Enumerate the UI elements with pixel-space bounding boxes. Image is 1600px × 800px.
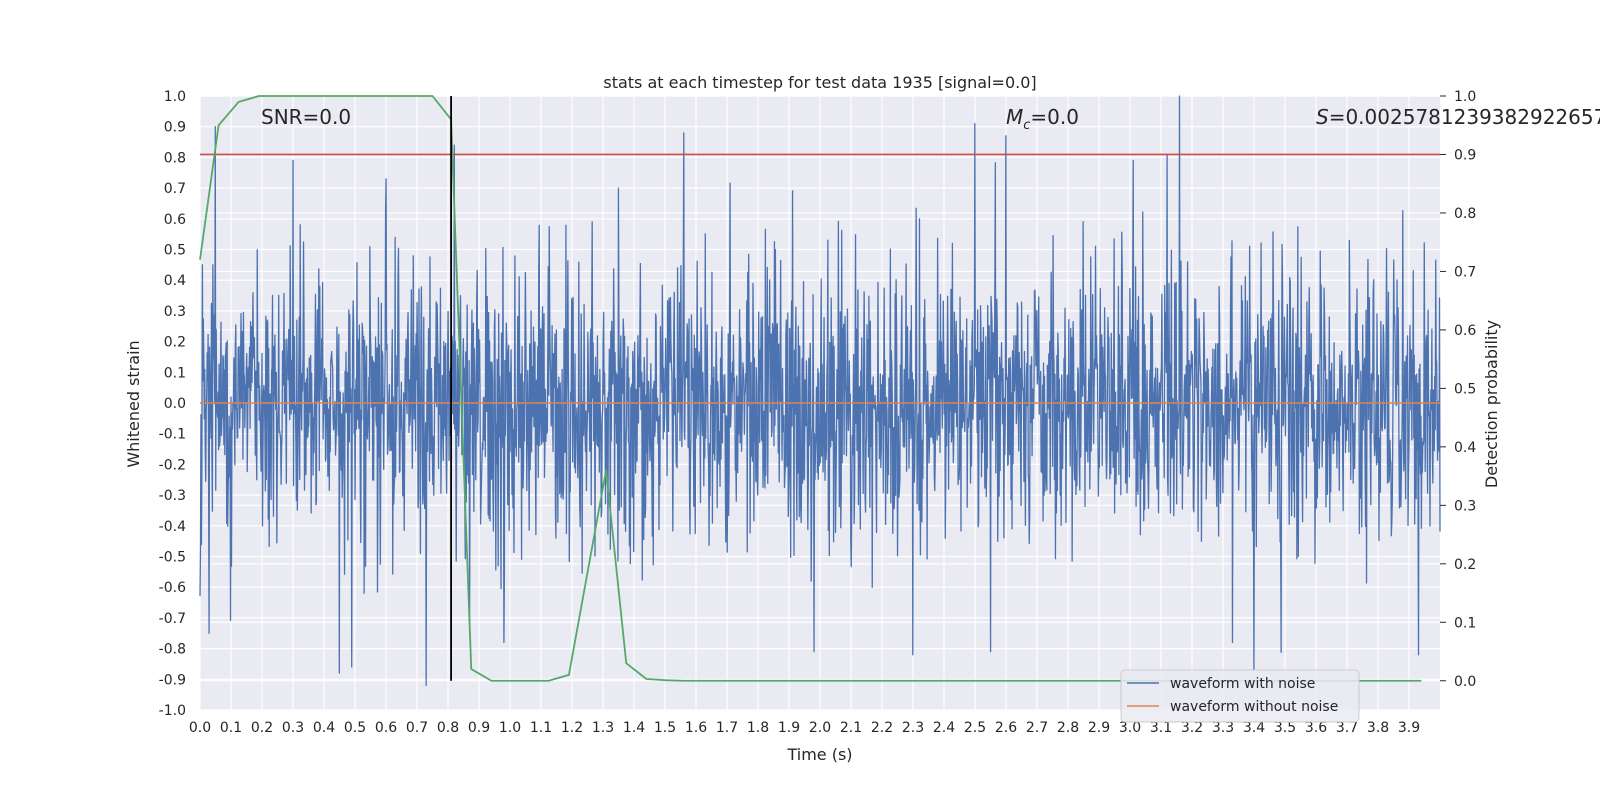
annotation-mc-sub: c: [1023, 118, 1030, 133]
x-tick-label: 3.9: [1398, 720, 1420, 736]
x-tick-label: 0.0: [189, 720, 211, 736]
y-tick-label-right: 0.8: [1454, 206, 1476, 222]
annotation-mc: Mc=0.0: [1006, 105, 1079, 133]
y-ticks-right: 1.0 0.9 0.8 0.7 0.6 0.5 0.4 0.3 0.2 0.1 0.0: [1440, 89, 1476, 690]
y-tick-label: -0.1: [159, 427, 186, 443]
y-tick-label: -0.6: [159, 580, 186, 596]
y-ticks-left: 1.0 0.9 0.8 0.7 0.6 0.5 0.4 0.3 0.2 0.1 0.0 -0.1 -0.…: [159, 89, 186, 719]
annotation-snr: SNR=0.0: [261, 105, 351, 129]
x-tick-label: 2.8: [1057, 720, 1079, 736]
x-tick-label: 0.3: [282, 720, 304, 736]
x-ticks: 0.0 0.1 0.2 0.3 0.4 0.5 0.6 0.7 0.8 0.9 1.0 1.1 1.2 1…: [189, 720, 1420, 736]
x-tick-label: 1.8: [747, 720, 769, 736]
x-tick-label: 2.3: [902, 720, 924, 736]
x-tick-label: 0.6: [375, 720, 397, 736]
y-tick-label: -0.3: [159, 488, 186, 504]
x-tick-label: 0.9: [468, 720, 490, 736]
x-tick-label: 1.5: [654, 720, 676, 736]
y-tick-label-right: 0.4: [1454, 440, 1476, 456]
x-tick-label: 3.4: [1243, 720, 1265, 736]
x-tick-label: 1.0: [499, 720, 521, 736]
x-tick-label: 3.3: [1212, 720, 1234, 736]
legend-box: [1120, 669, 1360, 723]
x-tick-label: 1.7: [716, 720, 738, 736]
y-tick-label-right: 0.3: [1454, 498, 1476, 514]
y-tick-label: 0.9: [164, 120, 186, 136]
y-axis-label: Whitened strain: [124, 340, 143, 467]
x-tick-label: 2.2: [871, 720, 893, 736]
x-tick-label: 3.0: [1119, 720, 1141, 736]
x-tick-label: 2.7: [1026, 720, 1048, 736]
x-tick-label: 0.1: [220, 720, 242, 736]
x-tick-label: 2.4: [933, 720, 955, 736]
y-tick-label: 0.2: [164, 335, 186, 351]
detection-probability-line: [199, 95, 1422, 682]
y-tick-label-right: 0.1: [1454, 615, 1476, 631]
x-axis-label: Time (s): [786, 745, 852, 764]
y-tick-label: -1.0: [159, 703, 186, 719]
x-tick-label: 3.6: [1305, 720, 1327, 736]
y-tick-label: -0.8: [159, 642, 186, 658]
y-tick-label: -0.9: [159, 672, 186, 688]
y-tick-label: 1.0: [164, 89, 186, 105]
legend-label-noise: waveform with noise: [1170, 676, 1315, 692]
x-tick-label: 3.5: [1274, 720, 1296, 736]
y-tick-label-right: 0.6: [1454, 323, 1476, 339]
x-tick-label: 0.8: [437, 720, 459, 736]
y-tick-label: -0.5: [159, 550, 186, 566]
annotation-mc-value: =0.0: [1030, 105, 1079, 129]
x-tick-label: 1.4: [623, 720, 645, 736]
y-tick-label: 0.7: [164, 181, 186, 197]
y-tick-label-right: 0.0: [1454, 674, 1476, 690]
y-tick-label: 0.0: [164, 396, 186, 412]
y-tick-label-right: 0.2: [1454, 557, 1476, 573]
chart-title: stats at each timestep for test data 193…: [603, 73, 1036, 92]
x-tick-label: 3.2: [1181, 720, 1203, 736]
x-tick-label: 2.0: [809, 720, 831, 736]
x-tick-label: 3.7: [1336, 720, 1358, 736]
annotation-s: S=0.0025781239382922657: [1316, 105, 1600, 129]
annotation-s-value: =0.0025781239382922657: [1329, 105, 1600, 129]
annotation-s-symbol: S: [1316, 105, 1329, 129]
y-tick-label: 0.3: [164, 304, 186, 320]
x-tick-label: 3.8: [1367, 720, 1389, 736]
x-tick-label: 1.3: [592, 720, 614, 736]
legend-label-clean: waveform without noise: [1170, 699, 1338, 715]
x-tick-label: 2.6: [995, 720, 1017, 736]
y-tick-label: -0.4: [159, 519, 186, 535]
y-axis-label-right: Detection probability: [1482, 320, 1501, 488]
x-tick-label: 1.1: [530, 720, 552, 736]
y-tick-label: 0.6: [164, 212, 186, 228]
x-tick-label: 0.7: [406, 720, 428, 736]
x-tick-label: 0.2: [251, 720, 273, 736]
x-tick-label: 1.6: [685, 720, 707, 736]
y-tick-label: 0.8: [164, 150, 186, 166]
y-tick-label-right: 1.0: [1454, 89, 1476, 105]
y-tick-label-right: 0.9: [1454, 147, 1476, 163]
x-tick-label: 3.1: [1150, 720, 1172, 736]
y-tick-label: -0.7: [159, 611, 186, 627]
y-tick-label: 0.1: [164, 365, 186, 381]
legend: waveform with noise waveform without noi…: [1120, 669, 1360, 723]
overlays: [199, 95, 1440, 682]
y-tick-label: 0.4: [164, 273, 186, 289]
x-tick-label: 1.2: [561, 720, 583, 736]
x-tick-label: 2.9: [1088, 720, 1110, 736]
x-tick-label: 2.1: [840, 720, 862, 736]
y-tick-label-right: 0.7: [1454, 264, 1476, 280]
x-tick-label: 2.5: [964, 720, 986, 736]
y-tick-label: -0.2: [159, 457, 186, 473]
y-tick-label: 0.5: [164, 243, 186, 259]
x-tick-label: 1.9: [778, 720, 800, 736]
annotation-mc-symbol: M: [1006, 105, 1023, 129]
x-tick-label: 0.4: [313, 720, 335, 736]
y-tick-label-right: 0.5: [1454, 381, 1476, 397]
x-tick-label: 0.5: [344, 720, 366, 736]
